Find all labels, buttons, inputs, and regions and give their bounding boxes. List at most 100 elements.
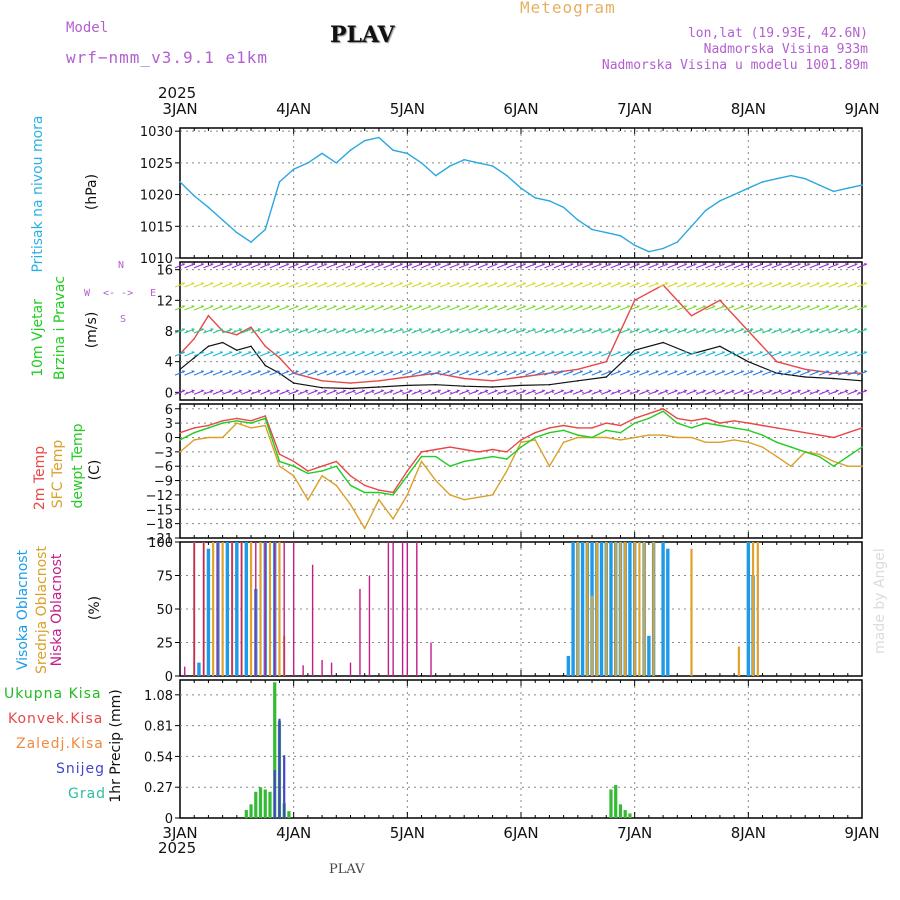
wind-arrowhead	[608, 351, 612, 354]
wind-arrowhead	[532, 282, 536, 285]
y-tick-label: 1015	[140, 220, 173, 235]
bar-niska-oblacnost	[292, 542, 295, 676]
day-label-bottom: 9JAN	[844, 824, 879, 842]
wind-arrowhead	[333, 262, 337, 266]
wind-arrowhead	[721, 328, 725, 331]
wind-arrowhead	[617, 282, 621, 285]
bar-srednja-oblacnost	[590, 595, 594, 676]
bar-ukupna-kisa	[614, 784, 618, 818]
wind-arrowhead	[864, 328, 867, 331]
wind-arrowhead	[608, 328, 612, 331]
data-point	[221, 341, 224, 344]
day-label-bottom: 7JAN	[617, 824, 652, 842]
wind-arrowhead	[702, 389, 706, 393]
wind-arrowhead	[409, 370, 413, 374]
wind-arrowhead	[314, 351, 318, 354]
data-point	[463, 460, 465, 463]
wind-arrowhead	[248, 305, 252, 308]
wind-arrowhead	[248, 351, 252, 354]
wind-arrowhead	[627, 370, 631, 374]
data-point	[619, 439, 622, 441]
wind-arrowhead	[693, 282, 697, 285]
data-point	[363, 491, 366, 494]
data-point	[207, 424, 210, 427]
bar-niska-oblacnost	[330, 662, 333, 676]
y-tick-label: −15	[146, 503, 173, 518]
y-tick-label: 1030	[140, 125, 173, 140]
data-point	[775, 455, 778, 458]
data-point	[193, 427, 196, 429]
data-point	[207, 345, 210, 348]
data-point	[463, 158, 465, 161]
data-point	[747, 429, 750, 432]
wind-arrowhead	[759, 328, 763, 331]
wind-arrowhead	[797, 351, 801, 354]
data-point	[505, 174, 508, 177]
precip-label-total: Ukupna Kisa	[4, 686, 102, 702]
data-point	[378, 380, 380, 382]
data-point	[633, 349, 636, 351]
data-point	[434, 174, 437, 177]
wind-arrowhead	[778, 262, 782, 266]
wind-arrowhead	[200, 389, 204, 393]
data-point	[236, 349, 238, 351]
bar-ukupna-kisa	[258, 787, 263, 818]
data-point	[491, 380, 494, 382]
wind-arrowhead	[721, 262, 725, 266]
wind-arrowhead	[854, 305, 858, 308]
data-point	[321, 152, 323, 155]
wind-arrowhead	[485, 370, 489, 374]
wind-arrowhead	[693, 351, 697, 354]
wind-arrowhead	[504, 305, 508, 308]
data-point	[704, 441, 707, 444]
wind-arrowhead	[769, 262, 773, 266]
wind-arrowhead	[864, 282, 867, 285]
data-point	[832, 436, 835, 439]
wind-arrowhead	[191, 351, 195, 354]
wind-arrowhead	[617, 305, 621, 308]
data-point	[662, 341, 664, 344]
wind-arrowhead	[655, 305, 659, 308]
y-tick-label: 1.08	[144, 689, 173, 704]
bar-srednja-oblacnost	[737, 646, 740, 676]
wind-arrowhead	[712, 389, 716, 393]
wind-arrowhead	[636, 328, 640, 331]
series-line-2m-temp	[179, 408, 863, 494]
wind-arrowhead	[826, 389, 830, 393]
wind-arrowhead	[523, 389, 526, 393]
wind-arrowhead	[229, 282, 233, 285]
wind-arrowhead	[721, 305, 725, 308]
wind-arrowhead	[598, 328, 602, 331]
wind-arrowhead	[579, 328, 583, 331]
wind-arrowhead	[428, 305, 432, 308]
wind-arrowhead	[731, 351, 735, 354]
wind-arrowhead	[305, 328, 309, 331]
wind-arrowhead	[248, 262, 252, 266]
wind-arrowhead	[295, 389, 299, 393]
wind-arrowhead	[740, 282, 744, 285]
wind-arrowhead	[267, 305, 271, 308]
y-tick-label: 0.27	[144, 781, 173, 796]
wind-arrowhead	[845, 389, 849, 393]
wind-arrowhead	[579, 351, 583, 354]
data-point	[648, 250, 650, 253]
wind-arrowhead	[778, 351, 782, 354]
wind-arrowhead	[826, 305, 830, 308]
bar-niska-oblacnost	[430, 642, 432, 676]
y-tick-label: 75	[156, 570, 173, 585]
wind-arrowhead	[447, 282, 451, 285]
wind-arrowhead	[541, 351, 545, 354]
wind-arrowhead	[807, 282, 811, 285]
data-point	[406, 152, 409, 155]
wind-arrowhead	[579, 282, 583, 285]
wind-arrowhead	[286, 282, 290, 285]
wind-arrowhead	[797, 389, 801, 393]
wind-arrowhead	[456, 351, 460, 354]
data-point	[420, 162, 423, 164]
data-point	[349, 382, 352, 384]
bar-ukupna-kisa	[254, 791, 258, 818]
data-point	[577, 368, 579, 371]
wind-arrowhead	[579, 370, 583, 374]
wind-arrowhead	[257, 262, 261, 266]
data-point	[278, 465, 281, 468]
